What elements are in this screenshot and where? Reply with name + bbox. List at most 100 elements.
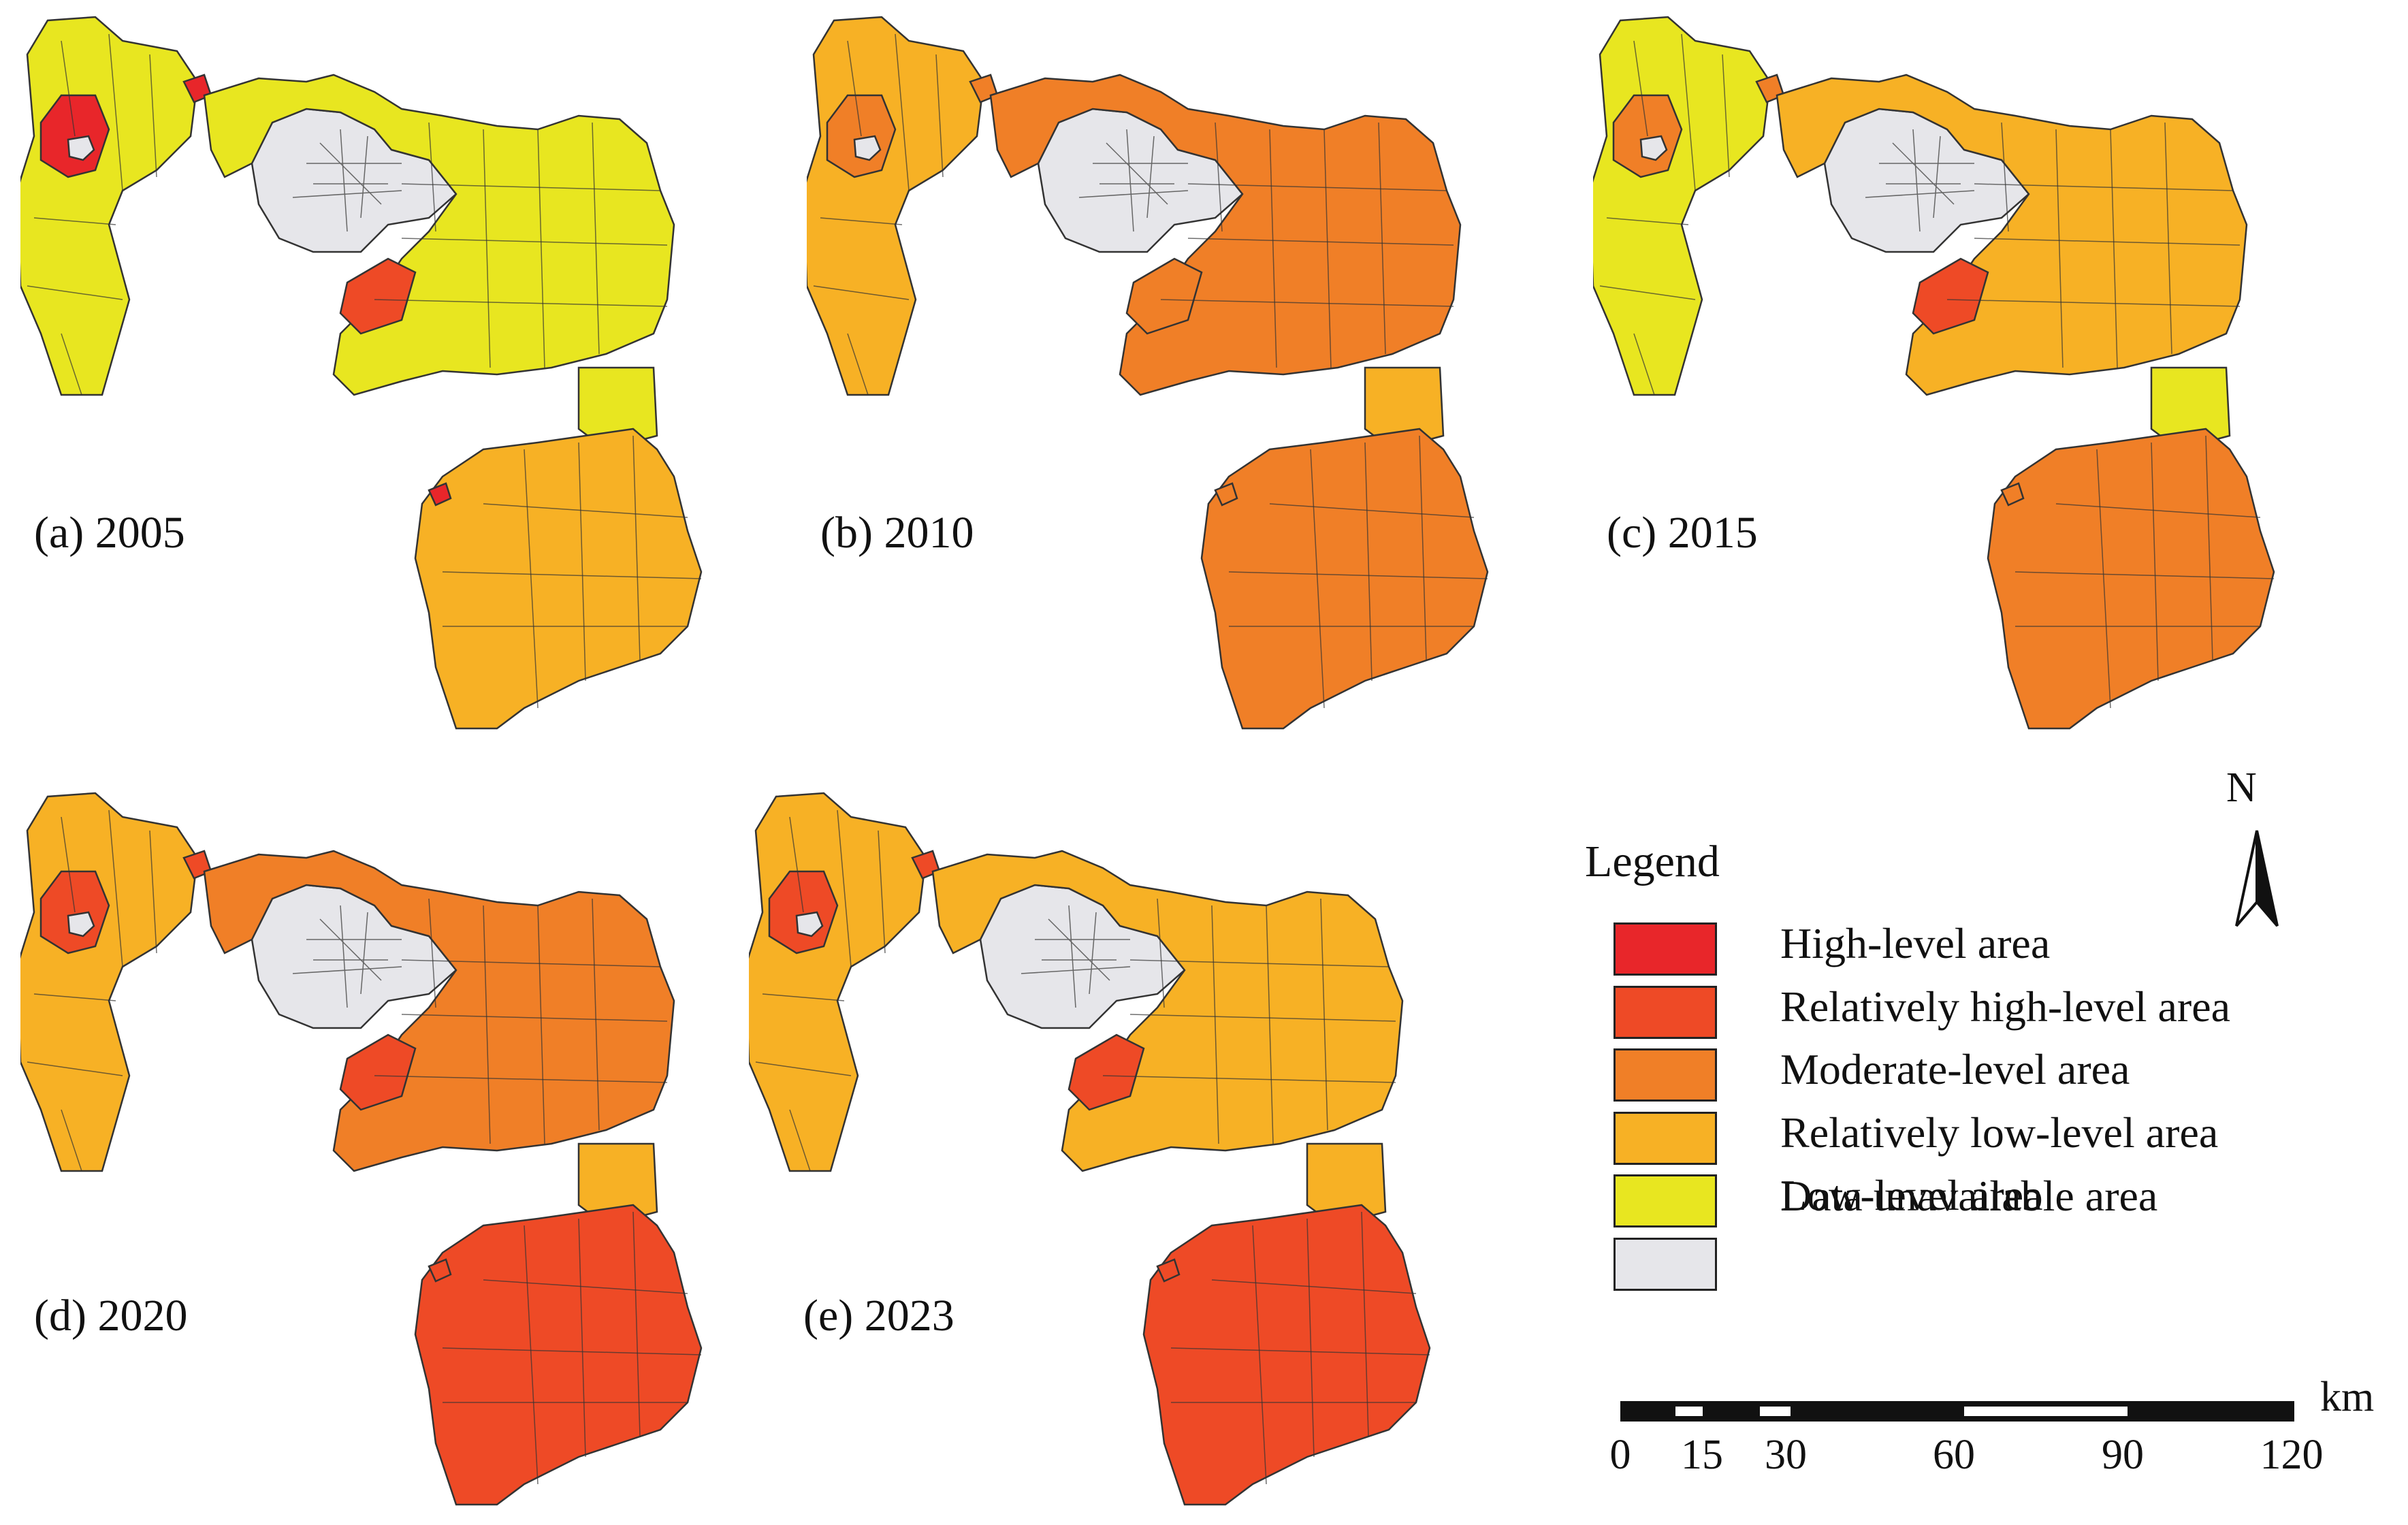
district-boundary <box>1974 238 2241 246</box>
district-boundary <box>483 1279 688 1294</box>
northeast-region <box>989 74 1462 396</box>
panel-label-2020: (d) 2020 <box>34 1291 188 1341</box>
scale-tick-90: 90 <box>2102 1432 2144 1478</box>
district-boundary <box>1129 959 1390 967</box>
scale-tick-0: 0 <box>1609 1432 1631 1478</box>
west-region <box>749 792 927 1172</box>
district-boundary <box>1722 54 1730 178</box>
panel-label-2015: (c) 2015 <box>1607 508 1758 558</box>
district-boundary <box>428 898 436 1008</box>
district-boundary <box>108 33 123 191</box>
district-boundary <box>33 217 116 225</box>
scale-bar <box>1620 1401 2294 1422</box>
district-boundary <box>1361 1211 1369 1437</box>
hotspot-region <box>1125 257 1203 335</box>
district-boundary <box>1633 40 1648 137</box>
district-boundary <box>1323 129 1332 368</box>
district-boundary <box>149 54 157 178</box>
district-boundary <box>61 333 82 396</box>
city-street-line <box>1068 905 1076 1008</box>
district-boundary <box>2164 122 2172 355</box>
city-street-line <box>1865 190 1975 198</box>
hotspot-region <box>1067 1033 1145 1111</box>
district-boundary <box>1228 571 1488 579</box>
map-panel-2010: (b) 2010 <box>807 14 1528 735</box>
legend-swatch-unavailable <box>1614 1238 1717 1291</box>
panel-label-2010: (b) 2010 <box>820 508 974 558</box>
district-boundary <box>935 54 944 178</box>
district-boundary <box>1187 238 1454 246</box>
legend-label-unavailable: Data unavailable area <box>1780 1172 2158 1220</box>
city-street-line <box>1126 129 1134 232</box>
city-street-line <box>319 142 382 205</box>
west-core-hole <box>67 911 95 937</box>
district-boundary <box>578 442 586 681</box>
district-boundary <box>401 183 661 191</box>
district-boundary <box>2055 129 2064 368</box>
west-core-hole <box>67 135 95 161</box>
hotspot-region <box>339 1033 417 1111</box>
district-boundary <box>1252 1225 1267 1485</box>
district-boundary <box>401 1014 668 1022</box>
district-boundary <box>108 809 123 967</box>
north-arrow-icon <box>2235 830 2279 927</box>
district-boundary <box>483 905 491 1144</box>
district-boundary <box>61 816 76 913</box>
city-street-line <box>340 129 348 232</box>
district-boundary <box>820 217 903 225</box>
district-boundary <box>2001 122 2009 232</box>
district-boundary <box>1157 898 1165 1008</box>
city-street-line <box>1089 912 1097 995</box>
district-boundary <box>61 40 76 137</box>
west-region <box>20 792 199 1172</box>
city-street-line <box>340 905 348 1008</box>
district-boundary <box>27 1061 123 1076</box>
district-boundary <box>847 333 869 396</box>
district-boundary <box>1187 183 1447 191</box>
northeast-region <box>203 850 675 1172</box>
district-boundary <box>789 816 804 913</box>
district-boundary <box>895 33 910 191</box>
scale-unit: km <box>2320 1374 2375 1420</box>
city-street-line <box>292 190 402 198</box>
district-boundary <box>483 503 688 518</box>
map-2023 <box>749 792 1431 1506</box>
legend-title: Legend <box>1585 837 1720 886</box>
hotspot-region <box>1912 257 1989 335</box>
district-boundary <box>524 449 539 709</box>
district-boundary <box>578 1218 586 1458</box>
legend-label-low: Low-level area <box>1780 1171 2043 1219</box>
district-boundary <box>61 1109 82 1172</box>
scale-tick-120: 120 <box>2260 1432 2324 1478</box>
city-street-line <box>1021 966 1131 974</box>
district-boundary <box>813 285 910 300</box>
district-boundary <box>1378 122 1386 355</box>
map-2020 <box>20 792 703 1506</box>
south-region <box>1987 428 2275 730</box>
district-boundary <box>374 299 668 307</box>
district-boundary <box>1419 435 1427 661</box>
district-boundary <box>1170 1347 1430 1355</box>
district-boundary <box>27 285 123 300</box>
hotspot-region <box>339 257 417 335</box>
legend-label-relatively-high: Relatively high-level area <box>1780 982 2231 1031</box>
district-boundary <box>442 1347 702 1355</box>
district-boundary <box>592 122 600 355</box>
district-boundary <box>2096 449 2111 709</box>
south-region <box>1200 428 1489 730</box>
map-2015 <box>1593 16 2275 730</box>
south-west-spot <box>2000 482 2025 507</box>
city-street-line <box>292 966 402 974</box>
legend-swatch-moderate <box>1614 1048 1717 1102</box>
city-street-line <box>360 912 368 995</box>
south-west-spot <box>428 482 452 507</box>
south-west-spot <box>428 1258 452 1283</box>
south-west-spot <box>1156 1258 1181 1283</box>
panel-label-2005: (a) 2005 <box>34 508 185 558</box>
district-boundary <box>1633 333 1655 396</box>
district-boundary <box>401 959 661 967</box>
legend-label-high: High-level area <box>1780 919 2051 967</box>
district-boundary <box>537 129 545 368</box>
district-boundary <box>149 830 157 954</box>
district-boundary <box>2110 129 2118 368</box>
